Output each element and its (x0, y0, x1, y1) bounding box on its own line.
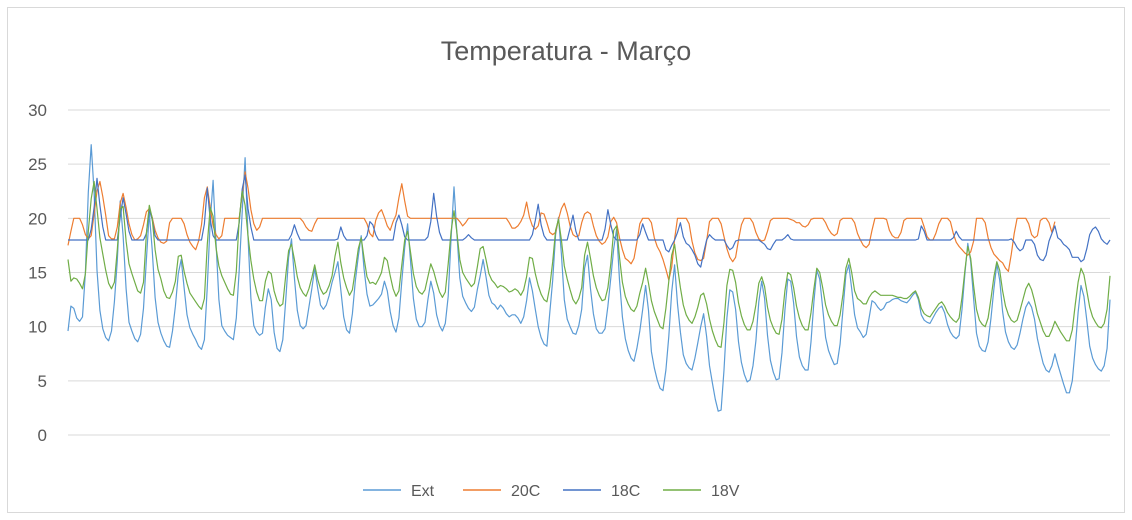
chart-title: Temperatura - Março (440, 36, 692, 66)
series-lines (67, 144, 1111, 412)
legend-item-ext: Ext (363, 483, 435, 500)
legend-label: 18C (611, 483, 640, 500)
y-tick-label: 30 (28, 101, 47, 120)
legend-label: Ext (411, 483, 435, 500)
y-tick-label: 10 (28, 318, 47, 337)
series-line-20c (67, 171, 1056, 281)
y-tick-label: 15 (28, 264, 47, 283)
y-axis-ticks: 0 5 10 15 20 25 30 (28, 101, 47, 445)
legend-label: 20C (511, 483, 540, 500)
legend: Ext 20C 18C 18V (363, 483, 740, 500)
y-tick-label: 25 (28, 155, 47, 174)
y-tick-label: 5 (38, 372, 47, 391)
legend-item-20c: 20C (463, 483, 540, 500)
y-tick-label: 20 (28, 209, 47, 228)
legend-item-18v: 18V (663, 483, 740, 500)
chart-area (7, 7, 1125, 513)
series-line-ext (67, 144, 1111, 412)
legend-label: 18V (711, 483, 740, 500)
gridlines (68, 109, 1110, 436)
series-line-18v (67, 180, 1111, 348)
legend-item-18c: 18C (563, 483, 640, 500)
y-tick-label: 0 (38, 426, 47, 445)
